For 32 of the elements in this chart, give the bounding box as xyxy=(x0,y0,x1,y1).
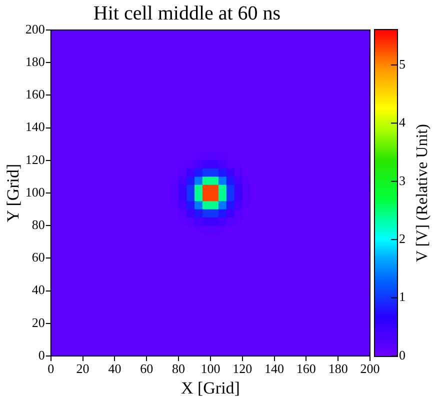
x-tick-label: 100 xyxy=(200,361,220,376)
y-tick-label: 100 xyxy=(25,184,45,200)
x-tick-label: 80 xyxy=(172,361,186,376)
y-tick-label: 80 xyxy=(32,217,45,232)
x-tick-label: 200 xyxy=(360,361,380,376)
y-tick-label: 120 xyxy=(25,152,45,167)
x-axis-title: X [Grid] xyxy=(180,378,240,398)
x-tick-label: 0 xyxy=(48,361,54,376)
color-bar-label: 4 xyxy=(399,114,406,130)
x-tick-label: 60 xyxy=(140,361,154,376)
y-tick-label: 140 xyxy=(25,119,45,134)
x-tick-label: 120 xyxy=(232,361,252,376)
x-tick-label: 20 xyxy=(76,361,90,376)
y-tick-label: 200 xyxy=(25,21,45,36)
chart-title: Hit cell middle at 60 ns xyxy=(93,2,281,24)
color-bar-label: 3 xyxy=(399,172,406,188)
color-bar-title: V [V] (Relative Unit) xyxy=(414,124,432,262)
x-tick-label: 40 xyxy=(108,361,122,376)
color-bar-label: 2 xyxy=(399,230,406,246)
y-tick-label: 0 xyxy=(38,347,45,362)
y-tick-label: 60 xyxy=(32,250,45,265)
y-tick-label: 40 xyxy=(32,282,45,298)
color-bar-label: 0 xyxy=(399,347,406,362)
y-tick-label: 20 xyxy=(32,314,45,330)
y-tick-label: 180 xyxy=(25,54,45,70)
y-tick-label: 160 xyxy=(25,86,45,102)
x-tick-label: 180 xyxy=(328,361,348,376)
color-bar-label: 5 xyxy=(399,56,406,72)
color-bar-label: 1 xyxy=(399,289,406,304)
x-tick-label: 160 xyxy=(296,361,316,376)
x-tick-label: 140 xyxy=(264,361,284,376)
y-axis-title: Y [Grid] xyxy=(4,164,23,222)
